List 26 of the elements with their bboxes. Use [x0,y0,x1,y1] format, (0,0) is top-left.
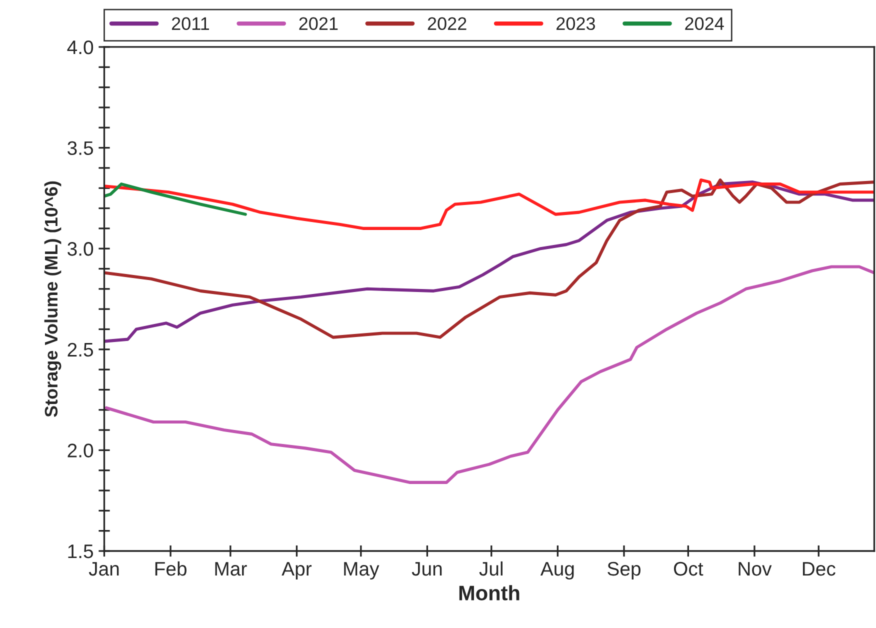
line-series [104,182,247,216]
legend-label: 2021 [299,17,338,30]
y-axis-title: Storage Volume (ML) (10^6) [44,181,62,417]
x-tick-label: Aug [540,562,574,580]
legend-label: 2024 [685,17,724,30]
y-tick-label: 1.5 [68,544,94,558]
x-axis-title: Month [459,585,520,600]
x-tick-label: May [344,562,380,580]
x-tick-label: Feb [155,561,186,576]
x-tick-label: Sep [608,562,640,580]
y-tick-label: 4.0 [67,40,94,54]
y-tick-label: 3.5 [68,141,94,156]
legend-label: 2011 [172,17,210,30]
x-tick-label: Oct [674,562,704,576]
x-tick-label: Nov [738,562,772,576]
y-tick-label: 3.0 [68,242,94,256]
x-tick-label: Jan [88,562,119,576]
y-tick-label: 2.5 [68,342,94,357]
x-tick-label: Jun [412,562,442,576]
x-tick-label: Jul [479,561,503,576]
y-tick-label: 2.0 [68,444,94,458]
x-tick-label: Mar [215,562,247,576]
legend-label: 2022 [428,17,466,30]
x-tick-label: Apr [282,562,312,580]
legend-label: 2023 [556,17,595,30]
x-tick-label: Dec [802,562,836,576]
